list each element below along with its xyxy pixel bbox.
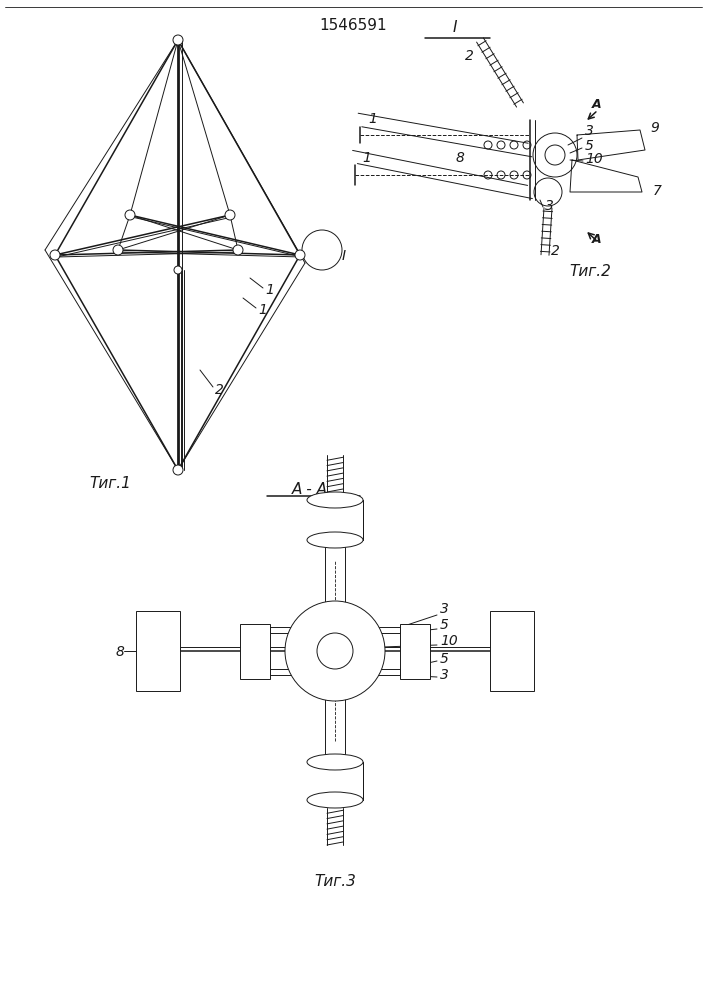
- Ellipse shape: [307, 754, 363, 770]
- Text: 3: 3: [440, 602, 449, 616]
- Text: 10: 10: [440, 634, 457, 648]
- Circle shape: [295, 250, 305, 260]
- Circle shape: [50, 250, 60, 260]
- Circle shape: [125, 210, 135, 220]
- Text: A: A: [592, 233, 602, 246]
- Bar: [490, 611, 534, 691]
- Text: 5: 5: [440, 618, 449, 632]
- Text: 9: 9: [650, 121, 659, 135]
- Text: 3: 3: [545, 199, 554, 213]
- Text: 8: 8: [456, 151, 465, 165]
- Text: 1546591: 1546591: [319, 17, 387, 32]
- Circle shape: [113, 245, 123, 255]
- Bar: [307, 500, 363, 540]
- Ellipse shape: [307, 792, 363, 808]
- Text: A - A: A - A: [292, 483, 328, 497]
- Circle shape: [285, 601, 385, 701]
- Text: 1: 1: [258, 303, 267, 317]
- Bar: [307, 762, 363, 800]
- Bar: [136, 611, 180, 691]
- Bar: [400, 624, 430, 678]
- Circle shape: [173, 465, 183, 475]
- Text: 2: 2: [551, 244, 560, 258]
- Text: I: I: [452, 20, 457, 35]
- Text: 5: 5: [440, 652, 449, 666]
- Text: 3: 3: [585, 124, 594, 138]
- Text: 2: 2: [215, 383, 224, 397]
- Text: 5: 5: [585, 139, 594, 153]
- Text: 7: 7: [653, 184, 662, 198]
- Text: 2: 2: [465, 49, 474, 63]
- Circle shape: [317, 633, 353, 669]
- Text: 1: 1: [265, 283, 274, 297]
- Text: 10: 10: [585, 152, 603, 166]
- Polygon shape: [577, 130, 645, 160]
- Text: 8: 8: [116, 645, 125, 659]
- Circle shape: [173, 35, 183, 45]
- Text: 3: 3: [440, 668, 449, 682]
- Text: 1: 1: [362, 151, 371, 165]
- Text: Τиг.1: Τиг.1: [89, 476, 131, 490]
- Text: A: A: [592, 98, 602, 111]
- Ellipse shape: [307, 532, 363, 548]
- Text: Τиг.3: Τиг.3: [314, 874, 356, 890]
- Circle shape: [233, 245, 243, 255]
- Text: I: I: [342, 249, 346, 263]
- Ellipse shape: [307, 492, 363, 508]
- Circle shape: [174, 266, 182, 274]
- Text: Τиг.2: Τиг.2: [569, 264, 611, 279]
- Polygon shape: [570, 160, 642, 192]
- Circle shape: [225, 210, 235, 220]
- Bar: [240, 624, 270, 678]
- Text: 1: 1: [368, 112, 377, 126]
